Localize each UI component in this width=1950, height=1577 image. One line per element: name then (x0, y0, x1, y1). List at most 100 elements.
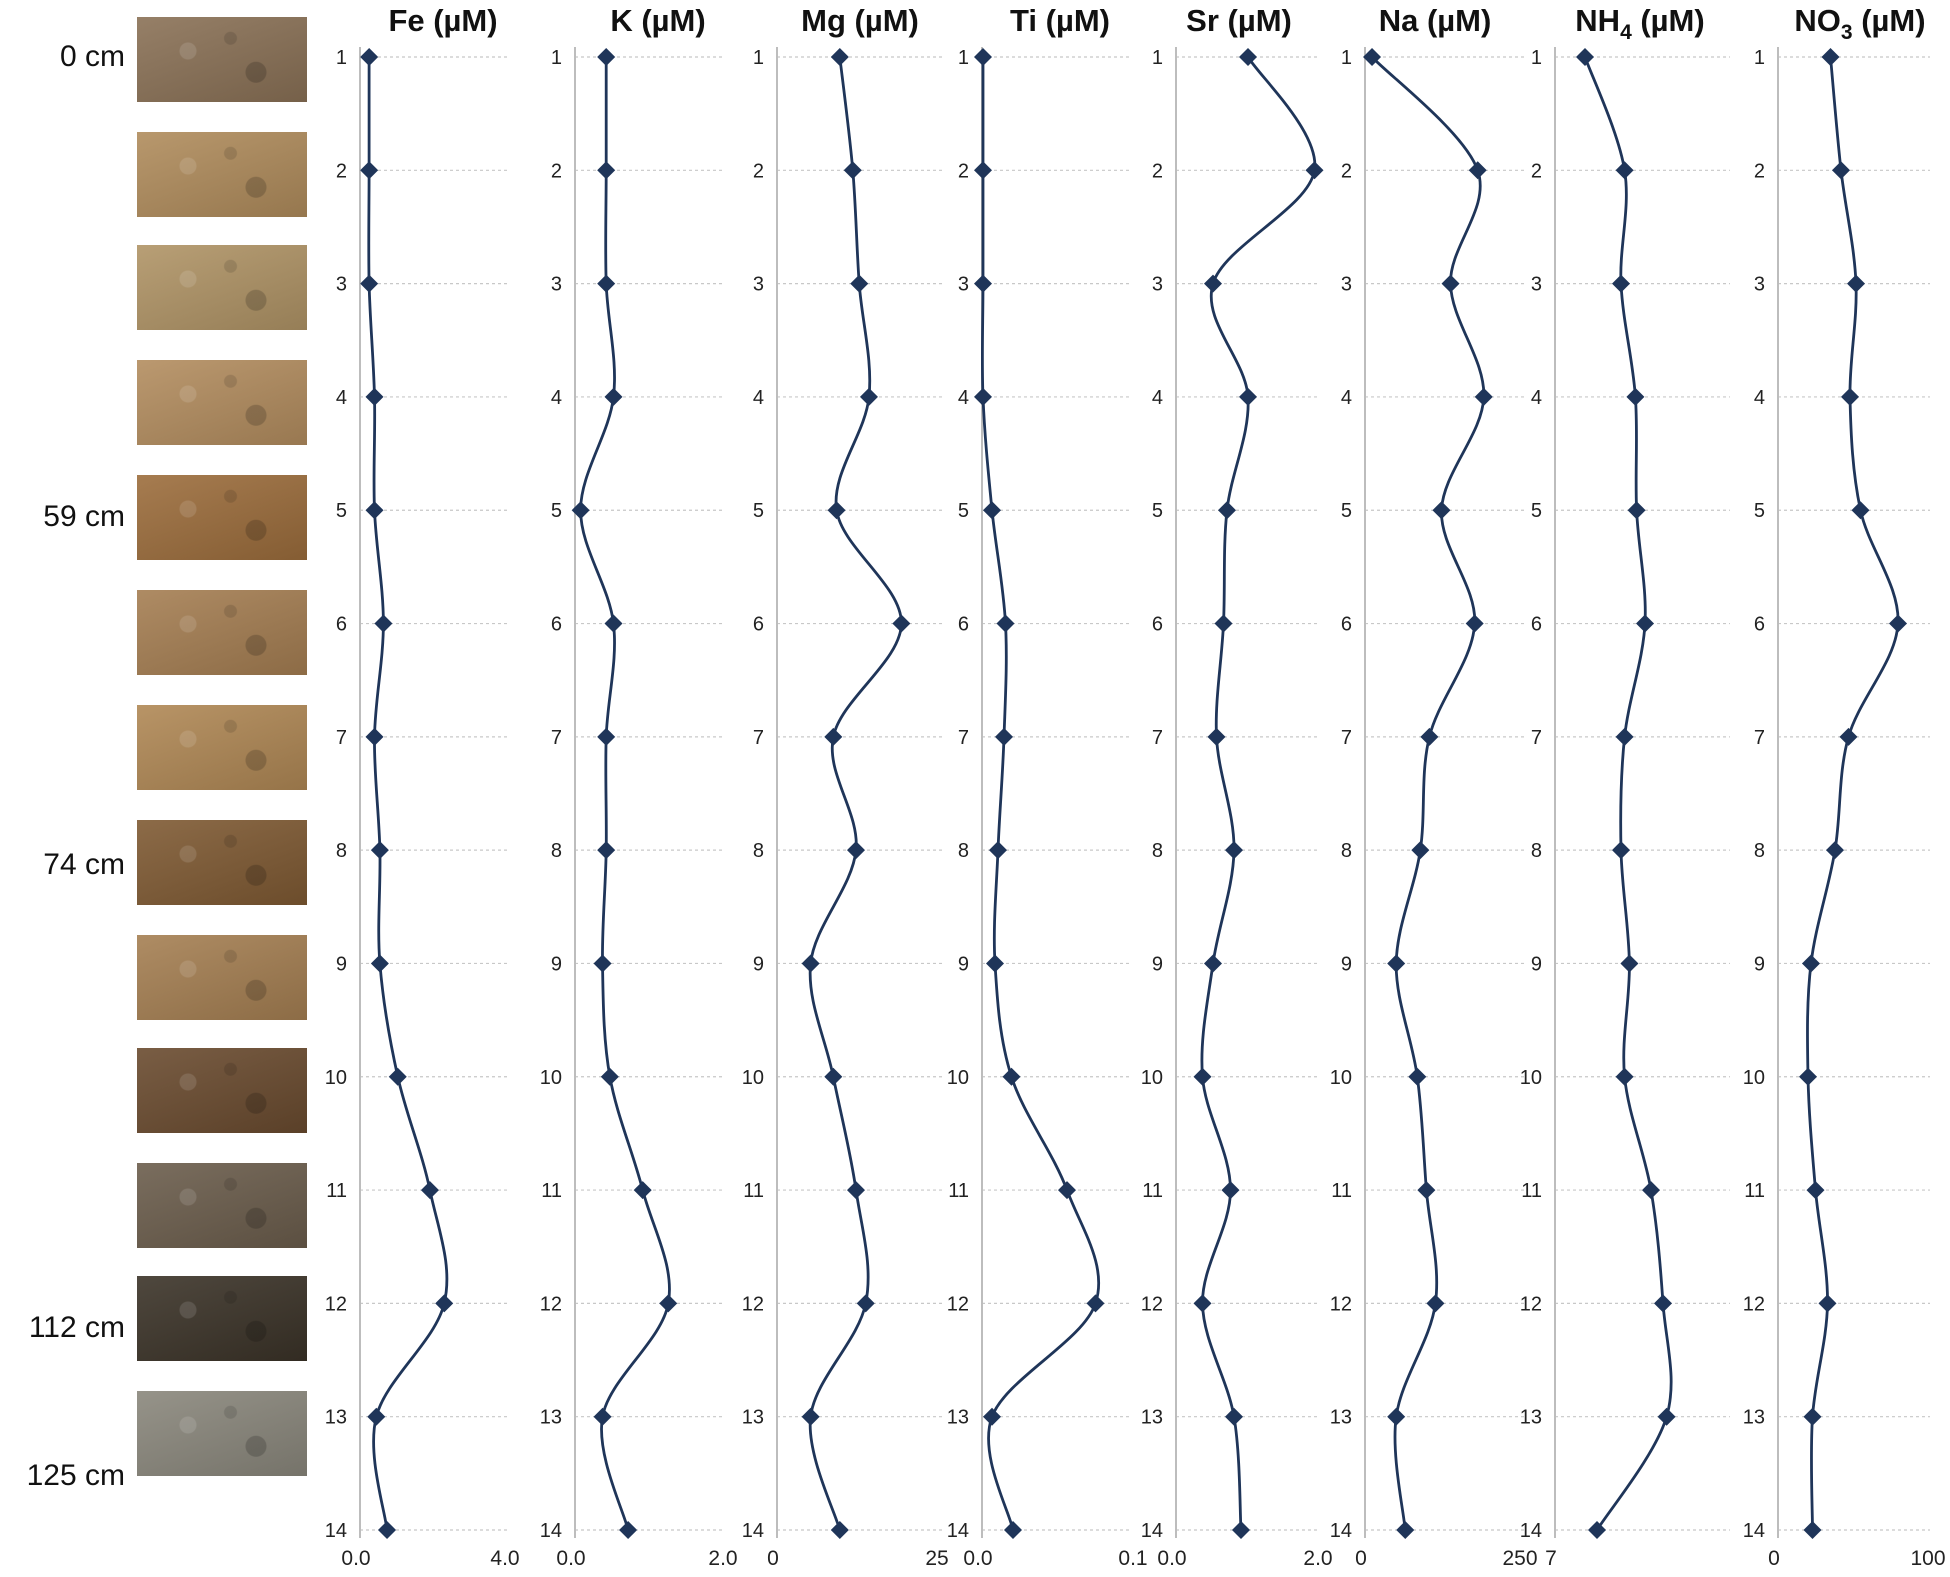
y-tick-label: 2 (753, 160, 764, 182)
y-tick-label: 5 (1152, 500, 1163, 522)
y-tick-label: 11 (1744, 1180, 1765, 1202)
data-point (974, 161, 992, 180)
data-point (989, 841, 1007, 860)
y-tick-label: 9 (336, 953, 347, 975)
y-tick-label: 9 (1341, 953, 1352, 975)
y-tick-label: 14 (540, 1520, 562, 1542)
y-tick-label: 12 (1330, 1293, 1352, 1315)
y-tick-label: 3 (1754, 274, 1765, 296)
y-tick-label: 2 (1152, 160, 1163, 182)
y-tick-label: 14 (1141, 1520, 1163, 1542)
y-tick-label: 4 (1754, 387, 1765, 409)
y-tick-label: 7 (753, 727, 764, 749)
panel-title: Ti (µM) (1010, 3, 1110, 38)
y-tick-label: 1 (336, 47, 347, 69)
x-tick-label: 0.0 (963, 1547, 992, 1570)
data-point (593, 954, 612, 973)
soil-sample-photo (137, 475, 307, 560)
y-tick-label: 12 (1141, 1293, 1163, 1315)
y-tick-label: 2 (1754, 160, 1765, 182)
data-point (1239, 48, 1257, 66)
depth-label-0cm: 0 cm (59, 40, 125, 73)
soil-sample-photo (137, 820, 307, 905)
y-tick-label: 9 (1531, 953, 1542, 975)
y-tick-label: 2 (958, 160, 969, 182)
y-tick-label: 8 (1341, 840, 1352, 862)
data-point (983, 501, 1001, 520)
data-point (847, 841, 865, 860)
y-tick-label: 3 (1152, 274, 1163, 296)
data-point (1420, 727, 1439, 746)
soil-sample-photo (137, 705, 307, 790)
series-line (579, 57, 671, 1531)
series-line (1370, 56, 1486, 1531)
y-tick-label: 6 (1531, 614, 1542, 636)
y-tick-label: 10 (947, 1067, 969, 1089)
data-point (1803, 1407, 1822, 1426)
y-tick-label: 13 (540, 1407, 562, 1429)
data-point (1387, 1407, 1406, 1426)
y-tick-label: 6 (1152, 614, 1163, 636)
y-tick-label: 8 (753, 840, 764, 862)
data-point (1441, 274, 1460, 293)
series-line (1200, 56, 1317, 1531)
data-point (1239, 387, 1257, 406)
y-tick-label: 8 (1152, 840, 1163, 862)
data-point (1086, 1294, 1105, 1313)
y-tick-label: 6 (1341, 614, 1352, 636)
y-tick-label: 4 (551, 387, 562, 409)
data-point (1468, 161, 1487, 180)
y-tick-label: 10 (1330, 1067, 1352, 1089)
y-tick-label: 11 (1142, 1180, 1163, 1202)
y-tick-label: 4 (1341, 387, 1352, 409)
panel-title: Sr (µM) (1186, 3, 1292, 38)
y-tick-label: 10 (1743, 1067, 1765, 1089)
x-tick-label: 7 (1545, 1547, 1557, 1570)
y-tick-label: 3 (336, 274, 347, 296)
y-tick-label: 14 (742, 1520, 764, 1542)
y-tick-label: 5 (1754, 500, 1765, 522)
data-point (1832, 161, 1850, 180)
data-point (1305, 161, 1324, 180)
y-tick-label: 8 (958, 840, 969, 862)
y-tick-label: 10 (1141, 1067, 1163, 1089)
soil-sample-photo (137, 17, 307, 102)
y-tick-label: 1 (1152, 47, 1163, 69)
x-tick-label: 0 (1355, 1547, 1367, 1570)
y-tick-label: 12 (1520, 1293, 1542, 1315)
data-point (1576, 48, 1594, 66)
data-point (986, 954, 1004, 973)
data-point (1207, 727, 1226, 746)
depth-label-125cm: 125 cm (26, 1459, 125, 1492)
data-point (827, 501, 846, 520)
data-point (1002, 1067, 1021, 1086)
y-tick-label: 9 (1754, 953, 1765, 975)
y-tick-label: 5 (753, 500, 764, 522)
data-point (1214, 614, 1233, 633)
y-tick-label: 3 (958, 274, 969, 296)
data-point (1408, 1067, 1427, 1086)
series-line (1806, 56, 1900, 1531)
data-point (892, 614, 911, 633)
x-tick-label: 0.0 (556, 1547, 585, 1570)
y-tick-label: 14 (325, 1520, 347, 1542)
y-tick-label: 10 (742, 1067, 764, 1089)
data-point (597, 274, 616, 293)
data-point (365, 727, 384, 746)
y-tick-label: 4 (1531, 387, 1542, 409)
y-tick-label: 10 (540, 1067, 562, 1089)
data-point (1193, 1294, 1212, 1313)
data-point (801, 1407, 820, 1426)
series-line (808, 56, 903, 1531)
y-tick-label: 10 (325, 1067, 347, 1089)
y-tick-label: 7 (1341, 727, 1352, 749)
x-tick-label: 2.0 (708, 1547, 737, 1570)
y-tick-label: 11 (1521, 1180, 1542, 1202)
data-point (1615, 161, 1634, 180)
data-point (1826, 841, 1844, 860)
data-point (1387, 954, 1406, 973)
